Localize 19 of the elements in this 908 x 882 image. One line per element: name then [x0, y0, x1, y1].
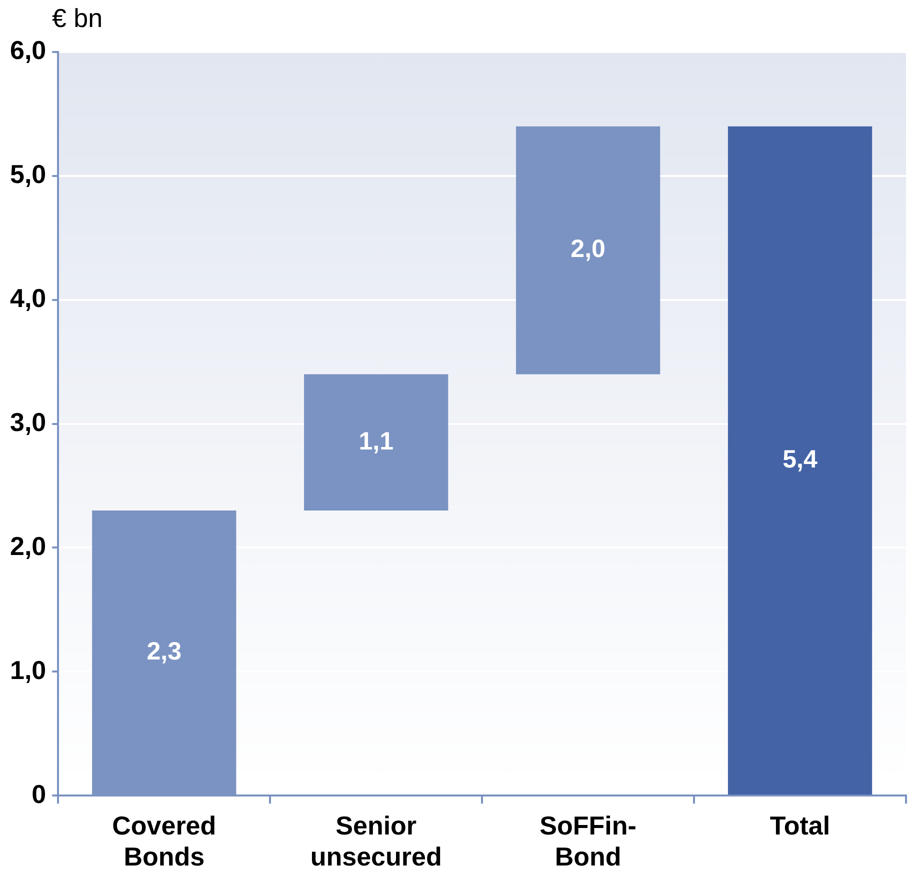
- y-tick-label: 1,0: [10, 654, 46, 685]
- bar: [304, 374, 448, 511]
- x-tick-label: Covered Bonds: [112, 810, 216, 872]
- y-tick-label: 4,0: [10, 283, 46, 314]
- data-label: 2,0: [570, 235, 606, 264]
- x-tick-label: SoFFin-Bond: [540, 810, 636, 872]
- y-tick-label: 5,0: [10, 159, 46, 190]
- y-tick-label: 2,0: [10, 530, 46, 561]
- data-label: 2,3: [146, 637, 182, 666]
- bar: [728, 126, 872, 795]
- x-tick-label: Senior unsecured: [310, 810, 442, 872]
- data-label: 5,4: [782, 445, 818, 474]
- y-tick-label: 0: [32, 778, 46, 809]
- y-axis-title: € bn: [52, 3, 103, 34]
- data-label: 1,1: [358, 427, 394, 456]
- x-tick-label: Total: [770, 810, 830, 840]
- y-tick-label: 3,0: [10, 406, 46, 437]
- bar: [516, 126, 660, 374]
- y-tick-label: 6,0: [10, 35, 46, 66]
